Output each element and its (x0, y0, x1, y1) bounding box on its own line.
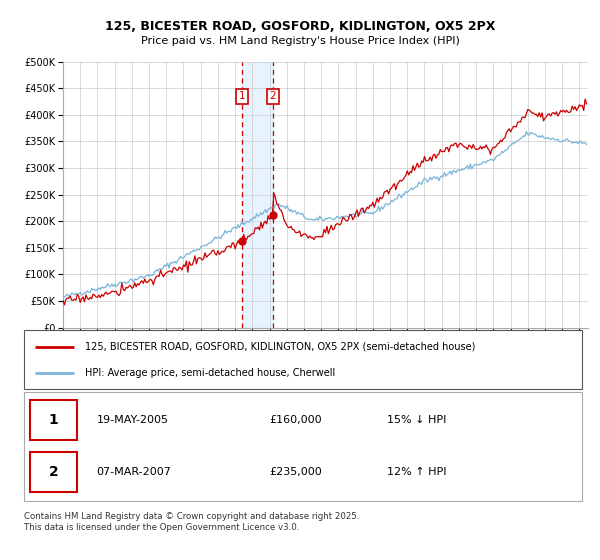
FancyBboxPatch shape (24, 330, 582, 389)
Text: 19-MAY-2005: 19-MAY-2005 (97, 415, 169, 425)
Text: 1: 1 (49, 413, 58, 427)
Bar (242, 62, 272, 328)
Text: 15% ↓ HPI: 15% ↓ HPI (387, 415, 446, 425)
Text: Contains HM Land Registry data © Crown copyright and database right 2025.
This d: Contains HM Land Registry data © Crown c… (24, 512, 359, 532)
FancyBboxPatch shape (29, 400, 77, 440)
Text: 1: 1 (238, 91, 245, 101)
Text: £235,000: £235,000 (269, 467, 322, 477)
Text: HPI: Average price, semi-detached house, Cherwell: HPI: Average price, semi-detached house,… (85, 368, 335, 378)
Text: 125, BICESTER ROAD, GOSFORD, KIDLINGTON, OX5 2PX: 125, BICESTER ROAD, GOSFORD, KIDLINGTON,… (105, 20, 495, 32)
Text: 2: 2 (269, 91, 276, 101)
Text: 07-MAR-2007: 07-MAR-2007 (97, 467, 172, 477)
Text: £160,000: £160,000 (269, 415, 322, 425)
FancyBboxPatch shape (24, 392, 582, 501)
FancyBboxPatch shape (29, 452, 77, 492)
Text: Price paid vs. HM Land Registry's House Price Index (HPI): Price paid vs. HM Land Registry's House … (140, 36, 460, 46)
Text: 125, BICESTER ROAD, GOSFORD, KIDLINGTON, OX5 2PX (semi-detached house): 125, BICESTER ROAD, GOSFORD, KIDLINGTON,… (85, 342, 476, 352)
Text: 2: 2 (49, 465, 58, 479)
Text: 12% ↑ HPI: 12% ↑ HPI (387, 467, 446, 477)
